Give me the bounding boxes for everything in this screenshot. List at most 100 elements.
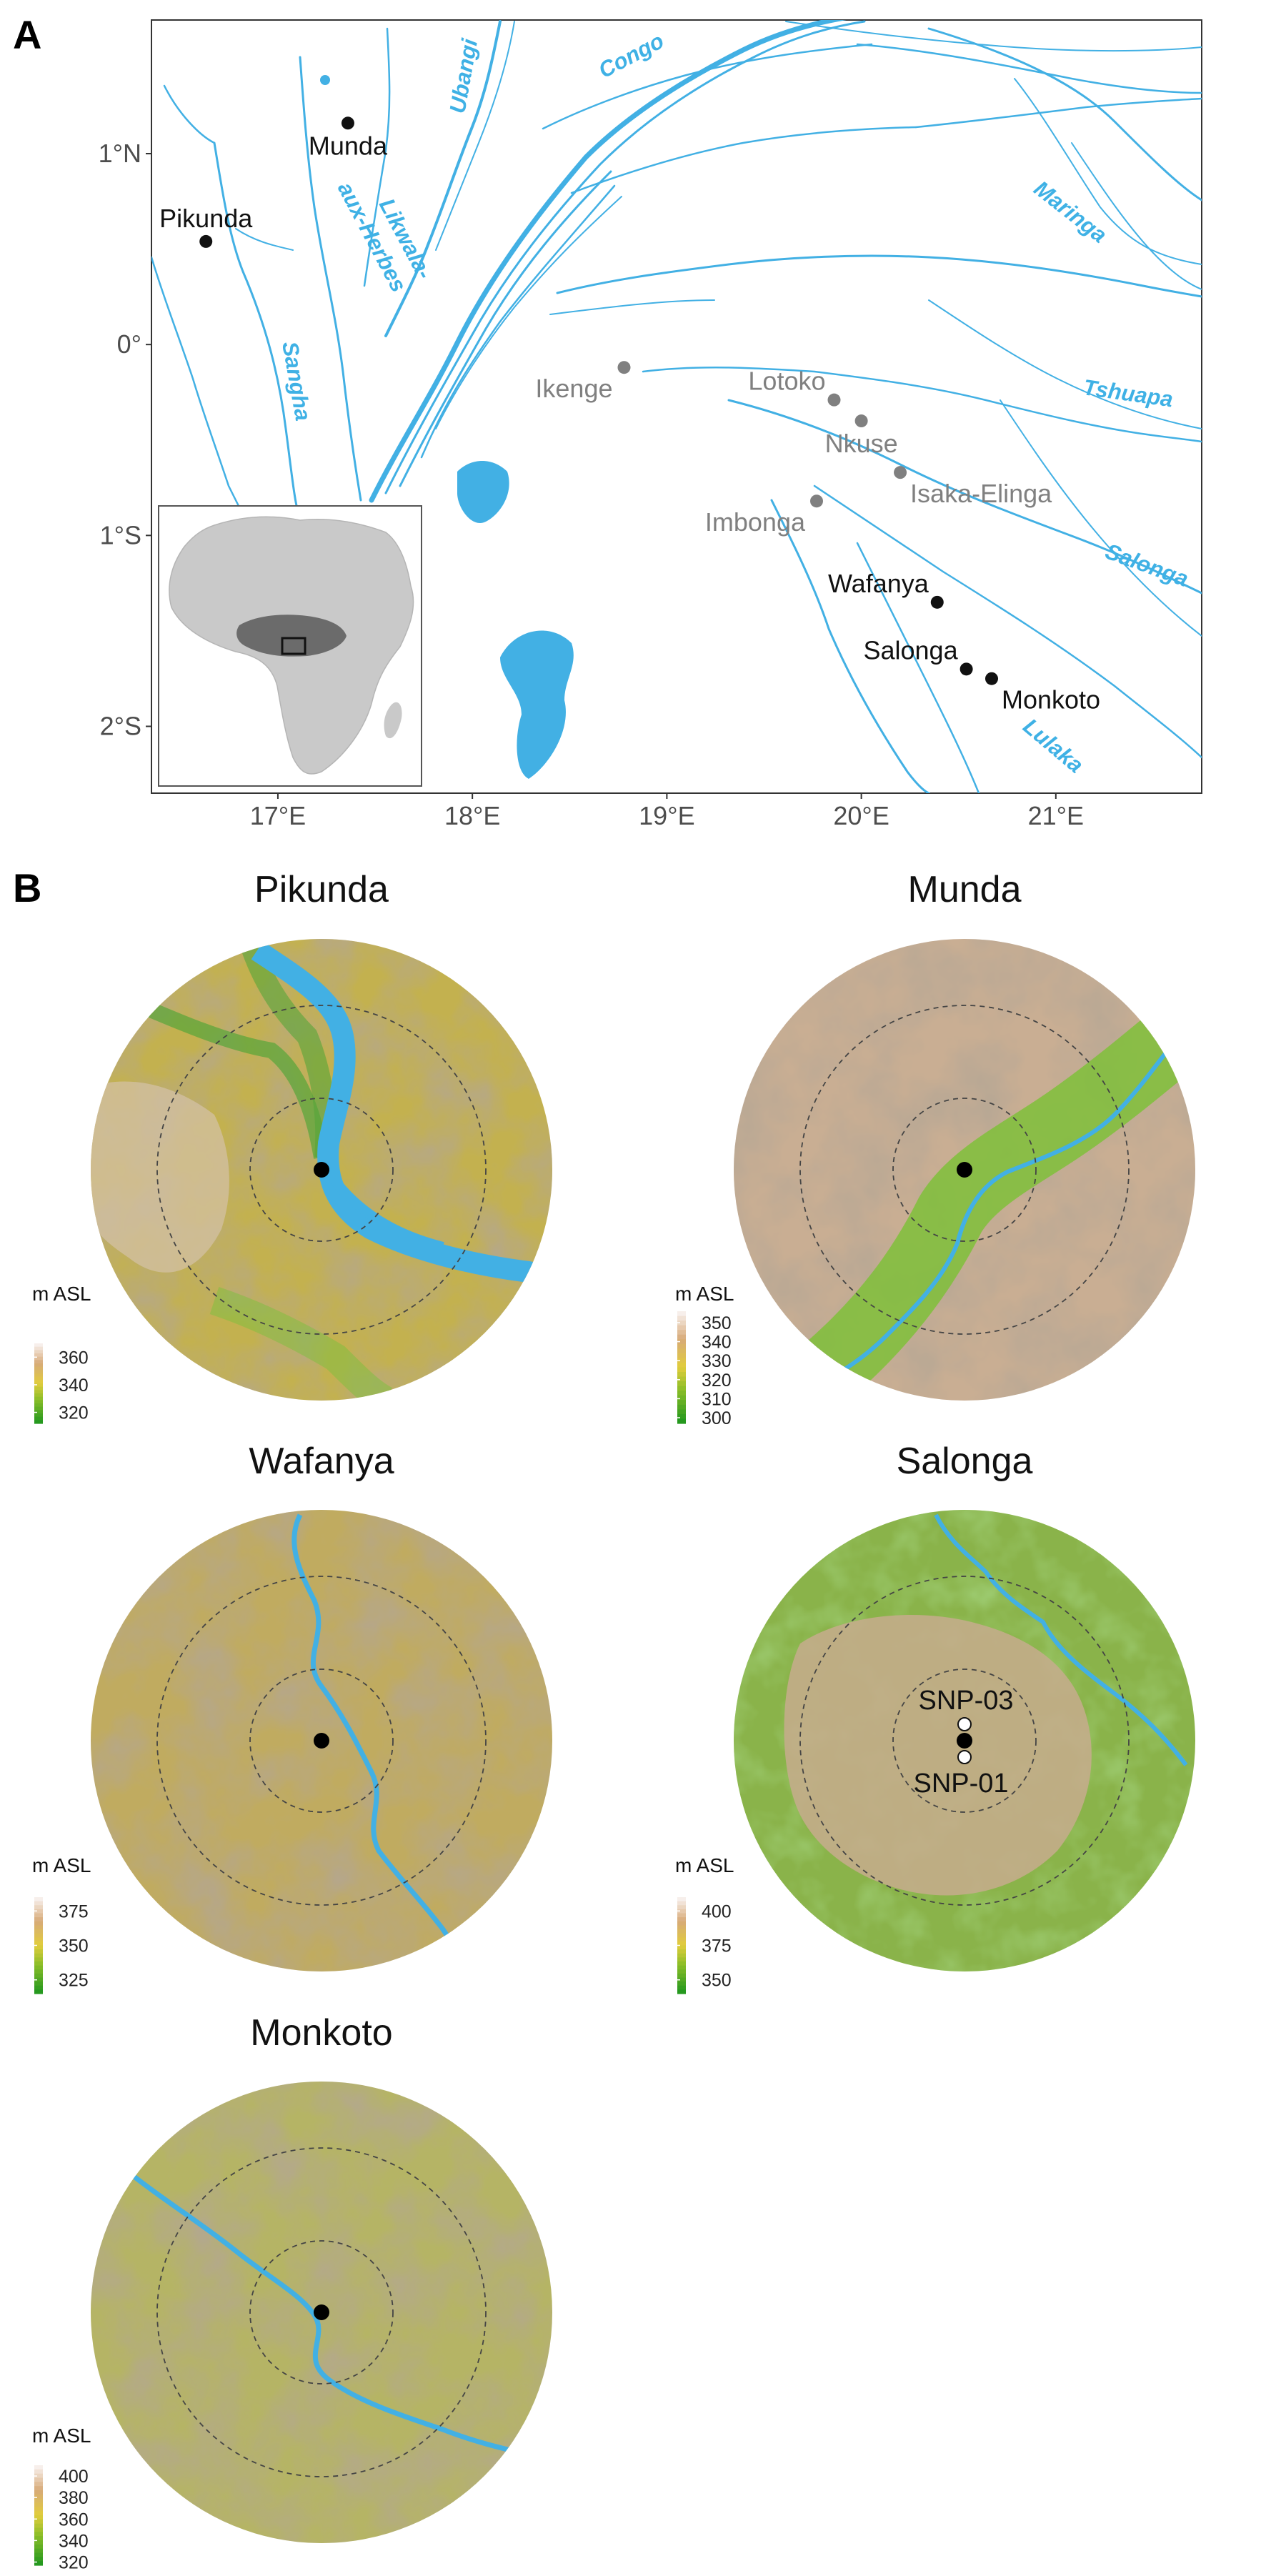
legend-label: 300 bbox=[702, 1408, 732, 1428]
legend-color-step bbox=[677, 1334, 686, 1340]
panel-b-label: B bbox=[13, 865, 41, 910]
legend-label: 400 bbox=[59, 2467, 89, 2487]
site-label-imbonga: Imbonga bbox=[705, 507, 806, 537]
legend-color-step bbox=[34, 2502, 43, 2507]
legend-color-step bbox=[34, 1363, 43, 1368]
legend-color-step bbox=[677, 1321, 686, 1326]
study-area-box bbox=[281, 637, 306, 655]
legend-label: 380 bbox=[59, 2488, 89, 2508]
map-title: Monkoto bbox=[250, 2012, 392, 2054]
panel-a-label: A bbox=[13, 12, 41, 57]
site-label-pikunda: Pikunda bbox=[159, 204, 253, 233]
legend-color-step bbox=[677, 1949, 686, 1954]
lake-tumba bbox=[457, 461, 509, 523]
legend-color-step bbox=[34, 1941, 43, 1946]
legend-color-step bbox=[677, 1953, 686, 1958]
legend-color-step bbox=[34, 1356, 43, 1361]
legend-color-step bbox=[677, 1395, 686, 1401]
legend-color-step bbox=[677, 1381, 686, 1387]
sites: Munda Pikunda Ikenge Lotoko Nkuse Isaka-Eling… bbox=[159, 116, 1100, 715]
legend-color-step bbox=[677, 1409, 686, 1415]
legend-color-step bbox=[34, 1406, 43, 1411]
legend-color-step bbox=[677, 1372, 686, 1378]
legend-color-step bbox=[677, 1933, 686, 1938]
legend-color-step bbox=[34, 2486, 43, 2491]
legend-color-step bbox=[34, 2523, 43, 2529]
legend-color-step bbox=[677, 1343, 686, 1349]
legend-color-step bbox=[34, 1390, 43, 1394]
legend-color-step bbox=[34, 1937, 43, 1942]
legend-title: m ASL bbox=[675, 1283, 734, 1305]
legend-label: 375 bbox=[59, 1901, 89, 1921]
legend-color-step bbox=[34, 1945, 43, 1950]
legend-color-step bbox=[677, 1945, 686, 1950]
site-point-isaka-elinga bbox=[894, 466, 907, 479]
legend-color-step bbox=[34, 1977, 43, 1982]
legend-color-step bbox=[34, 2469, 43, 2475]
legend-color-step bbox=[34, 1949, 43, 1954]
legend-label: 360 bbox=[59, 1348, 89, 1368]
legend-color-step bbox=[34, 1353, 43, 1358]
lat-tick-label: 0° bbox=[117, 329, 141, 359]
legend-color-step bbox=[34, 1416, 43, 1421]
legend-title: m ASL bbox=[32, 2425, 91, 2447]
legend-color-step bbox=[34, 1953, 43, 1958]
legend-color-step bbox=[34, 1969, 43, 1974]
legend-color-step bbox=[34, 1989, 43, 1994]
legend-label: 320 bbox=[702, 1371, 732, 1391]
legend-color-step bbox=[677, 1909, 686, 1914]
legend-color-step bbox=[34, 1403, 43, 1408]
legend-color-step bbox=[677, 1965, 686, 1970]
legend-color-step bbox=[34, 1376, 43, 1381]
lake-small bbox=[320, 75, 330, 85]
legend-color-step bbox=[34, 1366, 43, 1371]
legend-color-step bbox=[34, 1925, 43, 1930]
legend-color-step bbox=[677, 1981, 686, 1986]
elevation-legend: m ASL 360 340 320 bbox=[32, 1283, 91, 1424]
legend-color-step bbox=[677, 1917, 686, 1922]
legend-color-step bbox=[677, 1391, 686, 1396]
legend-color-step bbox=[34, 1957, 43, 1962]
site-marker bbox=[957, 1162, 972, 1178]
legend-color-step bbox=[34, 2557, 43, 2562]
africa-inset bbox=[158, 505, 422, 787]
map-title: Wafanya bbox=[249, 1441, 394, 1482]
site-point-nkuse bbox=[854, 414, 868, 428]
legend-color-step bbox=[677, 1937, 686, 1942]
site-point-imbonga bbox=[810, 494, 823, 508]
legend-color-step bbox=[677, 1957, 686, 1962]
bonobo-range-shape bbox=[236, 615, 347, 657]
legend-color-step bbox=[34, 1929, 43, 1934]
map-title: Salonga bbox=[897, 1441, 1033, 1482]
legend-color-step bbox=[34, 2561, 43, 2566]
legend-color-step bbox=[677, 1977, 686, 1982]
lakes bbox=[320, 75, 574, 779]
legend-label: 350 bbox=[702, 1313, 732, 1333]
legend-color-step bbox=[34, 1901, 43, 1906]
legend-color-step bbox=[34, 2548, 43, 2554]
elevation-map-wafanya: Wafanya m ASL 375 350 325 bbox=[32, 1441, 552, 1994]
site-point-monkoto bbox=[985, 672, 998, 685]
legend-color-step bbox=[34, 1965, 43, 1970]
lat-tick-label: 1°S bbox=[100, 520, 141, 549]
legend-color-step bbox=[677, 1400, 686, 1406]
legend-color-step bbox=[34, 2536, 43, 2541]
legend-label: 340 bbox=[59, 1376, 89, 1396]
legend-color-step bbox=[677, 1358, 686, 1363]
legend-color-step bbox=[34, 1370, 43, 1374]
legend-color-step bbox=[677, 1418, 686, 1424]
marker-label-snp-03: SNP-03 bbox=[918, 1686, 1013, 1716]
panel-a-map: 1°N0°1°S2°S 17°E 18°E 19°E 20°E 21°E Ubangi … bbox=[99, 19, 1202, 830]
legend-color-step bbox=[34, 1380, 43, 1384]
legend-title: m ASL bbox=[32, 1854, 91, 1876]
legend-color-step bbox=[34, 1913, 43, 1918]
legend-color-step bbox=[677, 1901, 686, 1906]
site-point-lotoko bbox=[827, 393, 841, 407]
legend-color-step bbox=[34, 1386, 43, 1391]
legend-color-step bbox=[34, 2532, 43, 2537]
legend-color-step bbox=[677, 1905, 686, 1910]
legend-color-step bbox=[677, 1348, 686, 1354]
